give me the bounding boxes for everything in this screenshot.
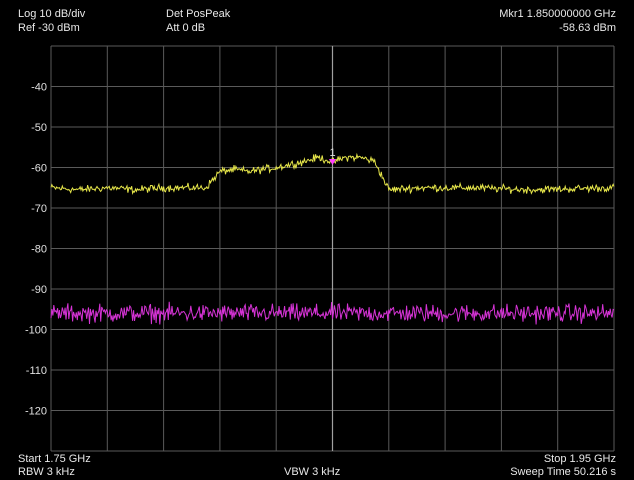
y-axis-labels: -40 -50 -60 -70 -80 -90 -100 -110 -120 [25, 82, 47, 418]
plot-grid [50, 45, 615, 452]
start-frequency-label: Start 1.75 GHz [18, 453, 91, 465]
y-tick-label: -70 [31, 203, 47, 215]
markers: 1 [329, 147, 336, 165]
marker-label: 1 [329, 147, 335, 159]
y-tick-label: -40 [31, 82, 47, 94]
trace-2-line [50, 301, 615, 325]
sweep-time-label: Sweep Time 50.216 s [510, 466, 616, 478]
reference-level-label: Ref -30 dBm [18, 22, 80, 34]
marker-level-readout: -58.63 dBm [559, 22, 616, 34]
detector-label: Det PosPeak [166, 8, 231, 20]
y-tick-label: -80 [31, 244, 47, 256]
trace-1-line [50, 152, 615, 196]
y-tick-label: -110 [26, 365, 47, 377]
vbw-label: VBW 3 kHz [284, 466, 341, 478]
scale-label: Log 10 dB/div [18, 8, 86, 20]
y-tick-label: -50 [31, 122, 47, 134]
stop-frequency-label: Stop 1.95 GHz [543, 453, 616, 465]
y-tick-label: -120 [25, 406, 47, 418]
y-tick-label: -100 [25, 325, 47, 337]
traces [50, 152, 615, 325]
attenuation-label: Att 0 dB [166, 22, 206, 34]
y-tick-label: -90 [31, 284, 47, 296]
y-tick-label: -60 [31, 163, 47, 175]
marker-point [329, 158, 336, 165]
rbw-label: RBW 3 kHz [18, 466, 75, 478]
marker-frequency-readout: Mkr1 1.850000000 GHz [499, 8, 616, 20]
